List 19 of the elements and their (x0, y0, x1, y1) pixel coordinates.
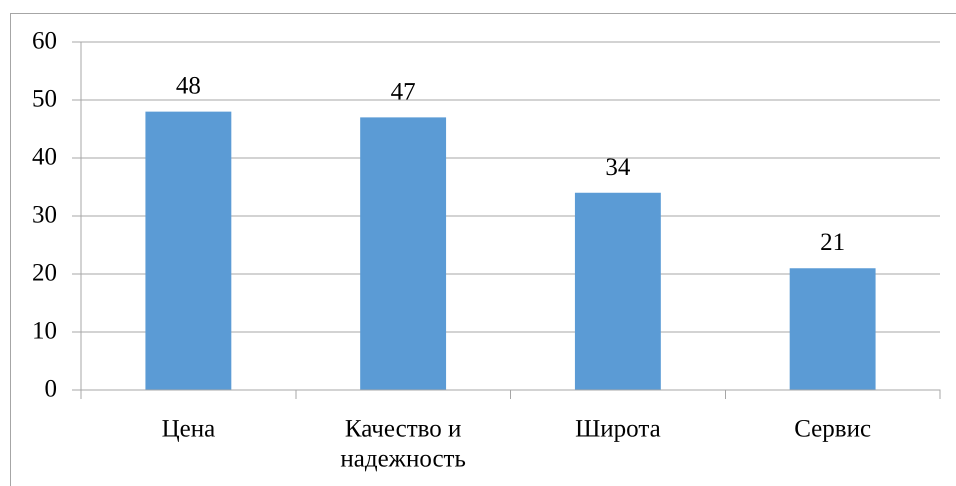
x-tick-label: Широта (575, 416, 661, 443)
y-tick-label: 0 (44, 376, 57, 403)
bar (145, 112, 232, 390)
x-tick-label: Сервис (794, 416, 872, 443)
y-tick-label: 50 (32, 86, 57, 113)
data-label: 21 (820, 229, 846, 256)
data-label: 48 (176, 72, 201, 100)
y-tick-label: 30 (32, 202, 57, 229)
data-label: 34 (605, 154, 631, 181)
y-tick-label: 60 (32, 28, 57, 55)
y-tick-label: 20 (32, 260, 57, 287)
y-tick-label: 10 (32, 318, 57, 345)
bar (574, 192, 661, 390)
x-tick-label: Качество и надежность (340, 416, 466, 473)
x-tick-label: Цена (162, 416, 216, 443)
bar (790, 268, 876, 390)
y-tick-label: 40 (32, 144, 57, 171)
data-label: 47 (390, 78, 416, 106)
bar (360, 117, 446, 390)
